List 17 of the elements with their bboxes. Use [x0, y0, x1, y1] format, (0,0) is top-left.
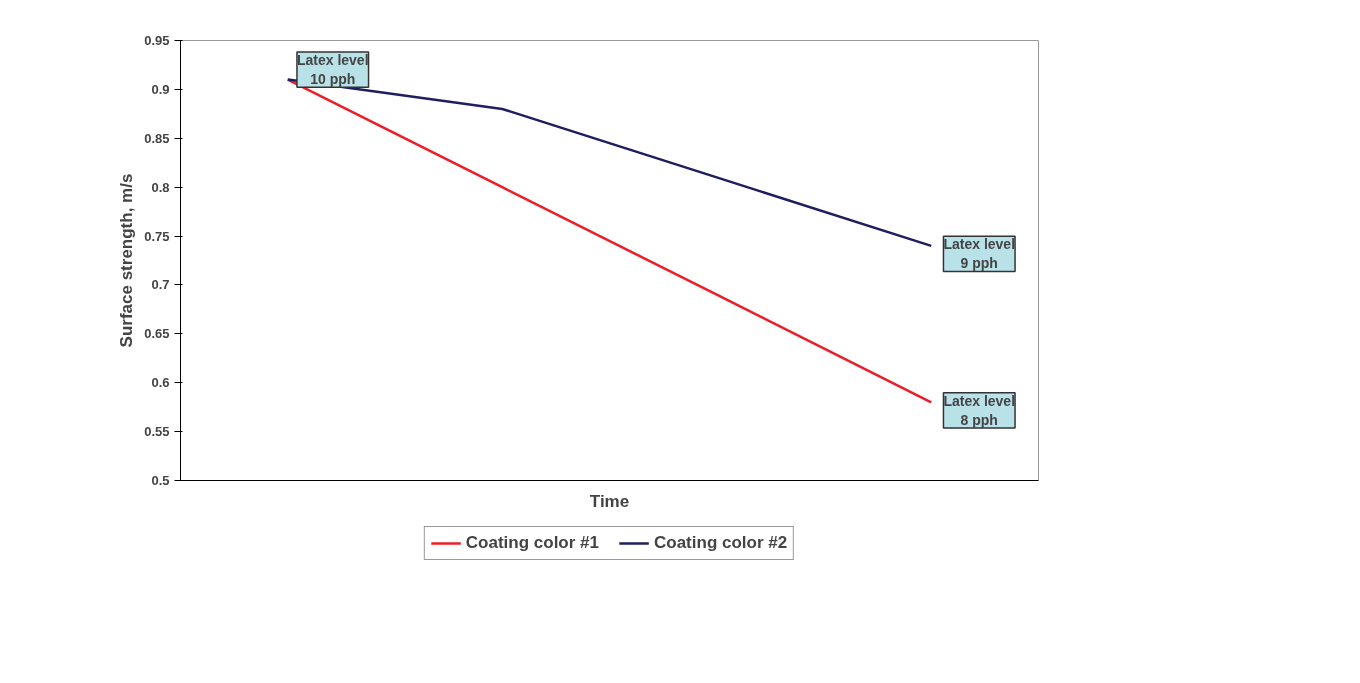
y-tick-label: 0.7	[151, 277, 170, 293]
y-tick-label: 0.95	[144, 33, 170, 48]
annotation: Latex level 9 pph	[943, 236, 1016, 272]
legend-label: Coating color #1	[465, 533, 599, 553]
annotation: Latex level 8 pph	[943, 392, 1016, 428]
y-tick-label: 0.85	[144, 130, 170, 146]
y-tick-label: 0.75	[144, 228, 170, 244]
y-tick-label: 0.9	[151, 81, 170, 97]
y-tick-label: 0.8	[151, 179, 170, 195]
annotation: Latex level 10 pph	[296, 52, 369, 88]
y-tick-label: 0.55	[144, 424, 170, 440]
legend-label: Coating color #2	[654, 533, 788, 553]
y-tick-label: 0.65	[144, 326, 170, 342]
y-tick-label: 0.5	[151, 473, 170, 488]
y-axis-title: Surface strength, m/s	[117, 173, 137, 348]
x-axis-title: Time	[589, 491, 630, 511]
y-tick-label: 0.6	[151, 375, 170, 391]
